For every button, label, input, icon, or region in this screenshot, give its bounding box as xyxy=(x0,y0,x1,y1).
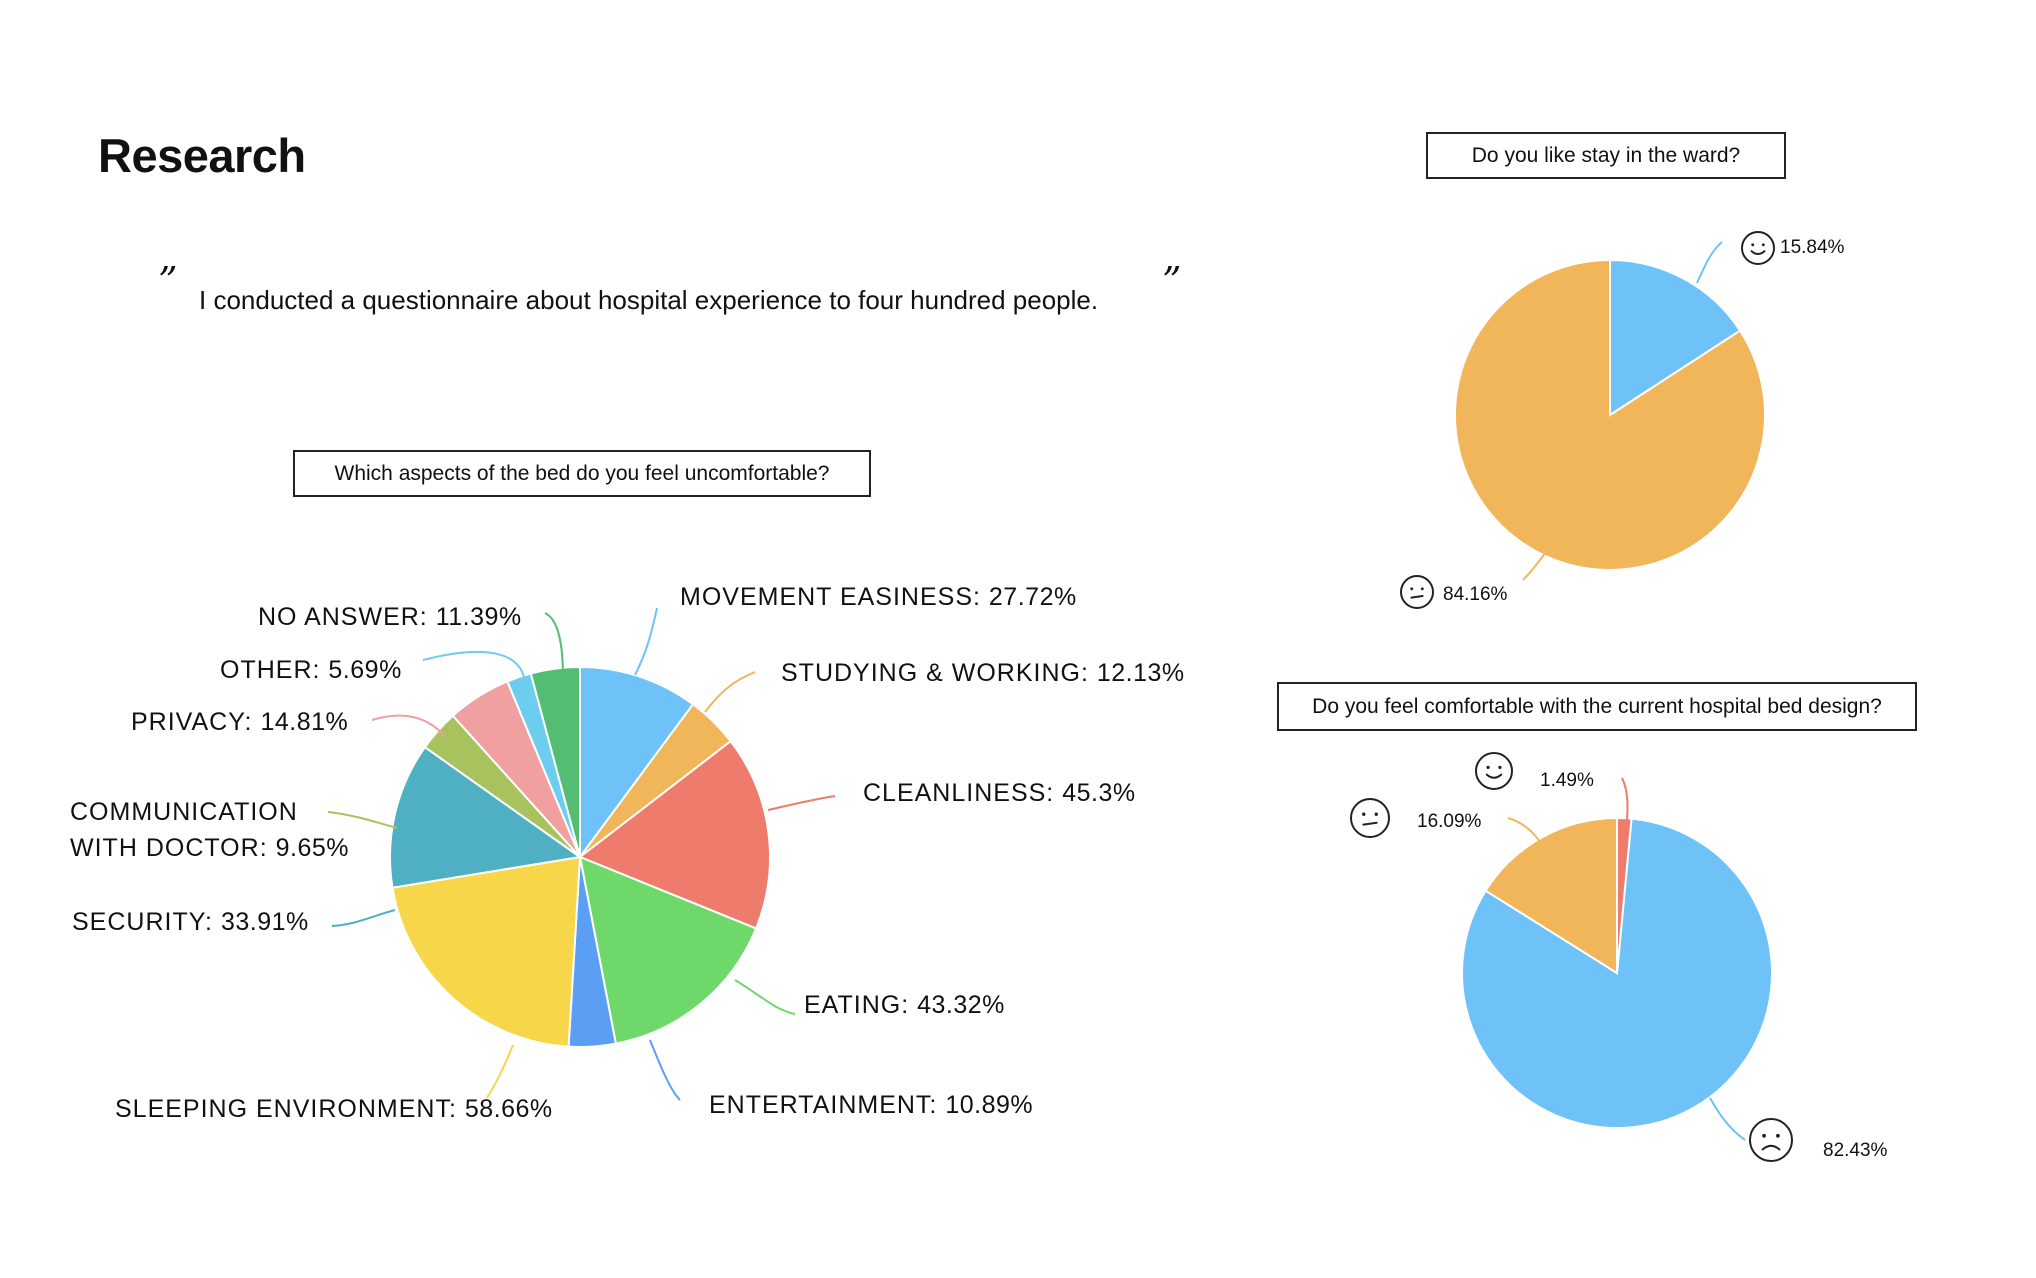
ward-question: Do you like stay in the ward? xyxy=(1426,132,1786,179)
ward-pie xyxy=(1454,258,1766,571)
ward-slice-happy xyxy=(1609,258,1742,417)
label-cleanliness: CLEANLINESS: 45.3% xyxy=(863,779,1136,807)
label-studying-working: STUDYING & WORKING: 12.13% xyxy=(781,659,1185,687)
label-privacy: PRIVACY: 14.81% xyxy=(131,708,349,736)
bed-aspects-slice-sleeping-environment xyxy=(391,855,582,1048)
design-sad-value: 82.43% xyxy=(1823,1140,1888,1161)
bed-design-slice-happy xyxy=(1616,816,1633,974)
bed-aspects-pie xyxy=(389,665,771,1048)
design-neutral-value: 16.09% xyxy=(1417,811,1482,832)
open-quote-mark: ” xyxy=(158,259,178,303)
bed-aspects-slice-eating xyxy=(578,855,758,1045)
bed-design-question: Do you feel comfortable with the current… xyxy=(1277,682,1917,731)
leader-security xyxy=(331,909,396,927)
ward-slice-neutral xyxy=(1454,258,1766,571)
leader-ward-happy xyxy=(1696,241,1723,284)
leader-cleanliness xyxy=(767,795,836,811)
bed-aspects-slice-security xyxy=(389,745,583,889)
ward-neutral-face-icon xyxy=(1400,575,1434,609)
leader-lines xyxy=(327,231,1793,1162)
label-no-answer: NO ANSWER: 11.39% xyxy=(258,603,522,631)
ward-happy-smile-face-icon xyxy=(1741,231,1775,265)
leader-movement-easiness xyxy=(634,607,658,676)
design-neutral-face-icon xyxy=(1350,798,1390,838)
label-movement-easiness: MOVEMENT EASINESS: 27.72% xyxy=(680,583,1077,611)
bed-aspects-slice-movement-easiness xyxy=(579,665,695,861)
label-eating: EATING: 43.32% xyxy=(804,991,1005,1019)
label-entertainment: ENTERTAINMENT: 10.89% xyxy=(709,1091,1034,1119)
leader-entertainment xyxy=(649,1039,681,1101)
label-security: SECURITY: 33.91% xyxy=(72,908,309,936)
design-happy-smile-face-icon xyxy=(1475,752,1513,790)
ward-happy-value: 15.84% xyxy=(1780,237,1845,258)
leader-studying-working xyxy=(704,671,756,713)
leader-eating xyxy=(734,979,796,1015)
page-title: Research xyxy=(98,129,306,182)
design-happy-value: 1.49% xyxy=(1540,770,1594,791)
leader-ward-neutral xyxy=(1522,551,1547,581)
leader-design-happy xyxy=(1621,777,1629,821)
bed-design-slice-neutral xyxy=(1484,816,1618,975)
leader-no-answer xyxy=(544,612,564,679)
leader-sleeping-environment xyxy=(486,1044,514,1099)
leader-privacy xyxy=(371,714,446,738)
leader-other xyxy=(422,650,526,683)
label-communication-with-doctor: COMMUNICATION WITH DOCTOR: 9.65% xyxy=(70,798,349,862)
quote-text: I conducted a questionnaire about hospit… xyxy=(199,285,1099,315)
design-sad-face-icon xyxy=(1749,1118,1793,1162)
bed-aspects-slice-no-answer xyxy=(529,665,581,858)
close-quote-mark: ” xyxy=(1162,259,1182,303)
leader-design-neutral xyxy=(1507,817,1543,847)
bed-aspects-question: Which aspects of the bed do you feel unc… xyxy=(293,450,871,497)
bed-aspects-slice-cleanliness xyxy=(578,739,771,930)
label-sleeping-environment: SLEEPING ENVIRONMENT: 58.66% xyxy=(115,1095,553,1123)
bed-design-pie xyxy=(1461,816,1773,1129)
leader-design-sad xyxy=(1709,1097,1746,1141)
ward-neutral-value: 84.16% xyxy=(1443,584,1508,605)
label-other: OTHER: 5.69% xyxy=(220,656,402,684)
leader-communication xyxy=(327,811,398,829)
